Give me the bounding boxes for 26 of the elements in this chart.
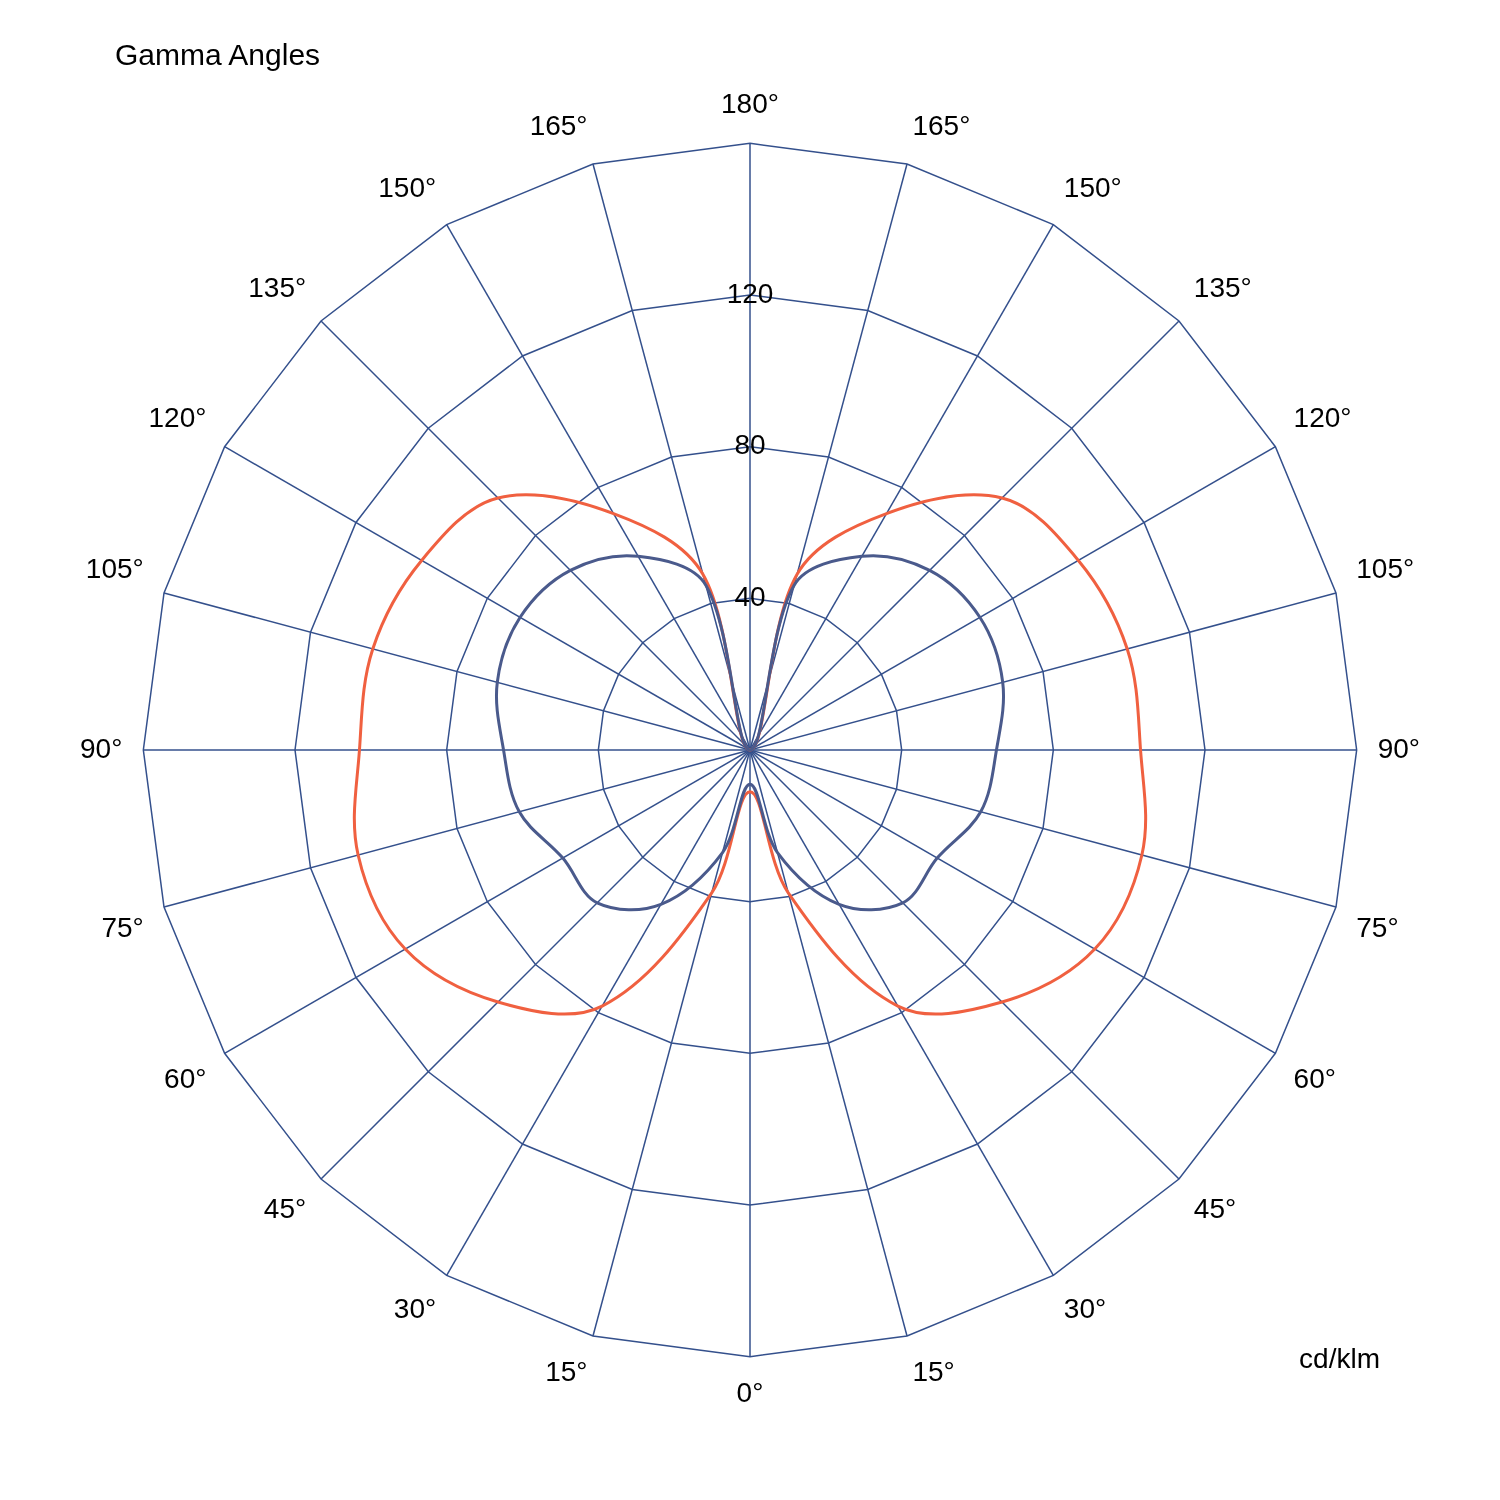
text: cd/klm: [1299, 1343, 1380, 1375]
spoke-label: 75°: [101, 911, 144, 943]
spoke-label: 120°: [148, 402, 207, 434]
spoke-label: 165°: [529, 109, 588, 141]
spoke-label: 30°: [393, 1293, 437, 1325]
spoke-label: 150°: [1063, 172, 1122, 204]
spoke-label: 45°: [263, 1193, 307, 1225]
spoke-label: 180°: [721, 88, 779, 120]
spoke-label: 135°: [248, 272, 307, 304]
spoke-label: 60°: [164, 1063, 207, 1095]
spoke-label: 135°: [1193, 272, 1252, 304]
spoke-label: 105°: [85, 553, 144, 585]
spoke-label: 165°: [912, 109, 971, 141]
spoke-label: 60°: [1293, 1063, 1336, 1095]
spoke-label: 120°: [1293, 402, 1352, 434]
spoke-label: 15°: [912, 1355, 955, 1387]
spoke-label: 75°: [1356, 911, 1399, 943]
spoke-label: 105°: [1356, 553, 1415, 585]
spoke-label: 90°: [1377, 732, 1420, 764]
spoke-label: 15°: [545, 1355, 588, 1387]
spoke-label: 30°: [1063, 1293, 1107, 1325]
spoke-label: 0°: [736, 1377, 764, 1409]
chart-title: Gamma Angles: [115, 38, 321, 72]
spoke-label: 90°: [80, 732, 123, 764]
spoke-label: 45°: [1193, 1193, 1237, 1225]
spoke-label: 150°: [378, 172, 437, 204]
